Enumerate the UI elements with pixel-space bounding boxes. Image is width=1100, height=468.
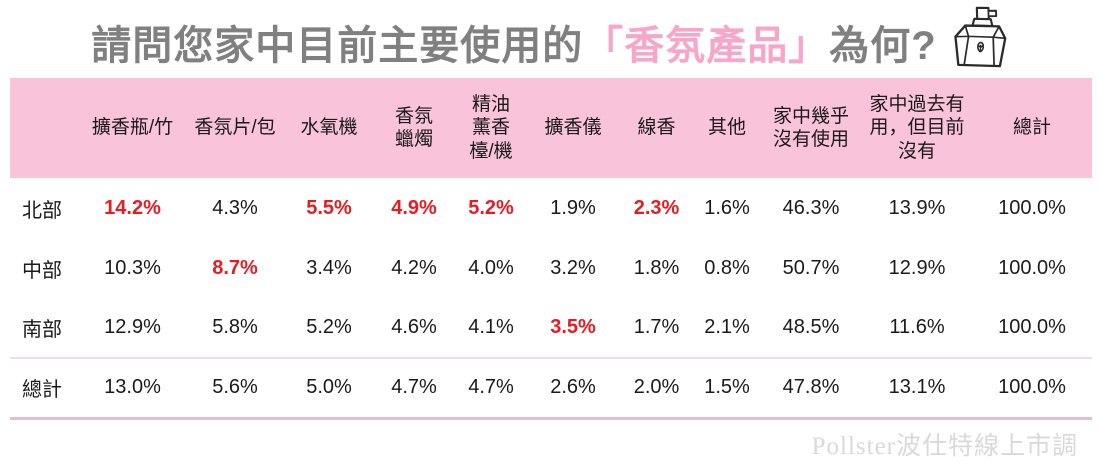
value-cell: 2.0%	[619, 357, 694, 420]
value-cell: 2.1%	[704, 316, 750, 338]
value-cell: 3.5%	[550, 316, 596, 338]
value-cell: 13.9%	[888, 196, 946, 219]
value-cell: 46.3%	[782, 196, 840, 219]
value-cell: 100.0%	[972, 357, 1092, 420]
value-cell: 12.9%	[888, 256, 946, 279]
column-header: 家中幾乎 沒有使用	[760, 78, 862, 178]
row-label: 中部	[22, 259, 62, 282]
row-label: 南部	[22, 319, 62, 341]
value-cell: 4.0%	[468, 256, 514, 279]
column-header: 線香	[619, 78, 694, 178]
row-label-header	[10, 78, 80, 178]
value-cell: 1.5%	[694, 357, 760, 420]
table-row: 中部 10.3% 8.7% 3.4% 4.2% 4.0% 3.2% 1.8% 0.8% 50.7%…	[10, 238, 1092, 298]
value-cell: 5.0%	[285, 357, 373, 420]
value-cell: 5.8%	[212, 316, 258, 338]
value-cell: 13.1%	[862, 357, 972, 420]
value-cell: 48.5%	[782, 316, 840, 338]
value-cell: 4.3%	[212, 196, 258, 219]
value-cell: 3.4%	[306, 256, 352, 279]
value-cell: 2.3%	[633, 196, 680, 219]
column-header: 香氛片/包	[185, 78, 285, 178]
column-header: 香氛 蠟燭	[373, 78, 455, 178]
table-row: 總計 13.0% 5.6% 5.0% 4.7% 4.7% 2.6% 2.0% 1.5% 47.8%…	[10, 357, 1092, 420]
page-title: 請問您家中目前主要使用的「香氛產品」為何?	[91, 13, 936, 71]
value-cell: 12.9%	[104, 316, 161, 338]
page-header: 請問您家中目前主要使用的「香氛產品」為何?	[0, 0, 1100, 78]
title-prefix: 請問您家中目前主要使用的	[91, 24, 584, 68]
value-cell: 3.2%	[550, 256, 596, 279]
header-row: 擴香瓶/竹 香氛片/包 水氧機 香氛 蠟燭 精油 薰香 檯/機 擴香儀 線香 其他 家中幾乎 沒…	[10, 78, 1092, 178]
value-cell: 100.0%	[998, 196, 1066, 219]
column-header: 水氧機	[285, 78, 373, 178]
value-cell: 1.9%	[550, 196, 596, 219]
value-cell: 14.2%	[104, 196, 161, 219]
value-cell: 2.6%	[527, 357, 619, 420]
column-header: 其他	[694, 78, 760, 178]
column-header: 擴香瓶/竹	[80, 78, 185, 178]
row-label: 總計	[10, 357, 80, 420]
value-cell: 5.2%	[306, 316, 352, 338]
value-cell: 1.7%	[633, 316, 680, 338]
perfume-bottle-icon	[949, 3, 1011, 75]
title-suffix: 為何?	[829, 24, 937, 68]
value-cell: 13.0%	[80, 357, 185, 420]
column-header: 精油 薰香 檯/機	[455, 78, 527, 178]
value-cell: 50.7%	[782, 256, 840, 279]
watermark: Pollster波仕特線上市調	[811, 433, 1078, 460]
table-body: 北部 14.2% 4.3% 5.5% 4.9% 5.2% 1.9% 2.3% 1.6% 46.3%…	[10, 178, 1092, 420]
value-cell: 4.7%	[373, 357, 455, 420]
column-header: 總計	[972, 78, 1092, 178]
value-cell: 100.0%	[998, 256, 1066, 279]
value-cell: 4.9%	[391, 196, 437, 219]
value-cell: 1.6%	[704, 196, 750, 219]
value-cell: 5.2%	[468, 196, 514, 219]
table-row: 南部 12.9% 5.8% 5.2% 4.6% 4.1% 3.5% 1.7% 2.1% 48.5%…	[10, 298, 1092, 358]
value-cell: 11.6%	[889, 316, 945, 338]
value-cell: 1.8%	[633, 256, 680, 279]
title-highlight: 「香氛產品」	[583, 24, 830, 68]
value-cell: 4.1%	[468, 316, 514, 338]
table-row: 北部 14.2% 4.3% 5.5% 4.9% 5.2% 1.9% 2.3% 1.6% 46.3%…	[10, 178, 1092, 238]
value-cell: 47.8%	[760, 357, 862, 420]
column-header: 家中過去有 用，但目前 沒有	[862, 78, 972, 178]
survey-table: 擴香瓶/竹 香氛片/包 水氧機 香氛 蠟燭 精油 薰香 檯/機 擴香儀 線香 其他 家中幾乎 沒…	[10, 78, 1092, 420]
value-cell: 5.6%	[185, 357, 285, 420]
value-cell: 4.6%	[391, 316, 437, 338]
column-header: 擴香儀	[527, 78, 619, 178]
value-cell: 10.3%	[104, 256, 161, 279]
value-cell: 0.8%	[704, 256, 750, 279]
value-cell: 100.0%	[998, 316, 1066, 338]
row-label: 北部	[22, 199, 62, 222]
value-cell: 5.5%	[306, 196, 352, 219]
value-cell: 4.7%	[455, 357, 527, 420]
value-cell: 4.2%	[391, 256, 437, 279]
value-cell: 8.7%	[212, 256, 258, 279]
